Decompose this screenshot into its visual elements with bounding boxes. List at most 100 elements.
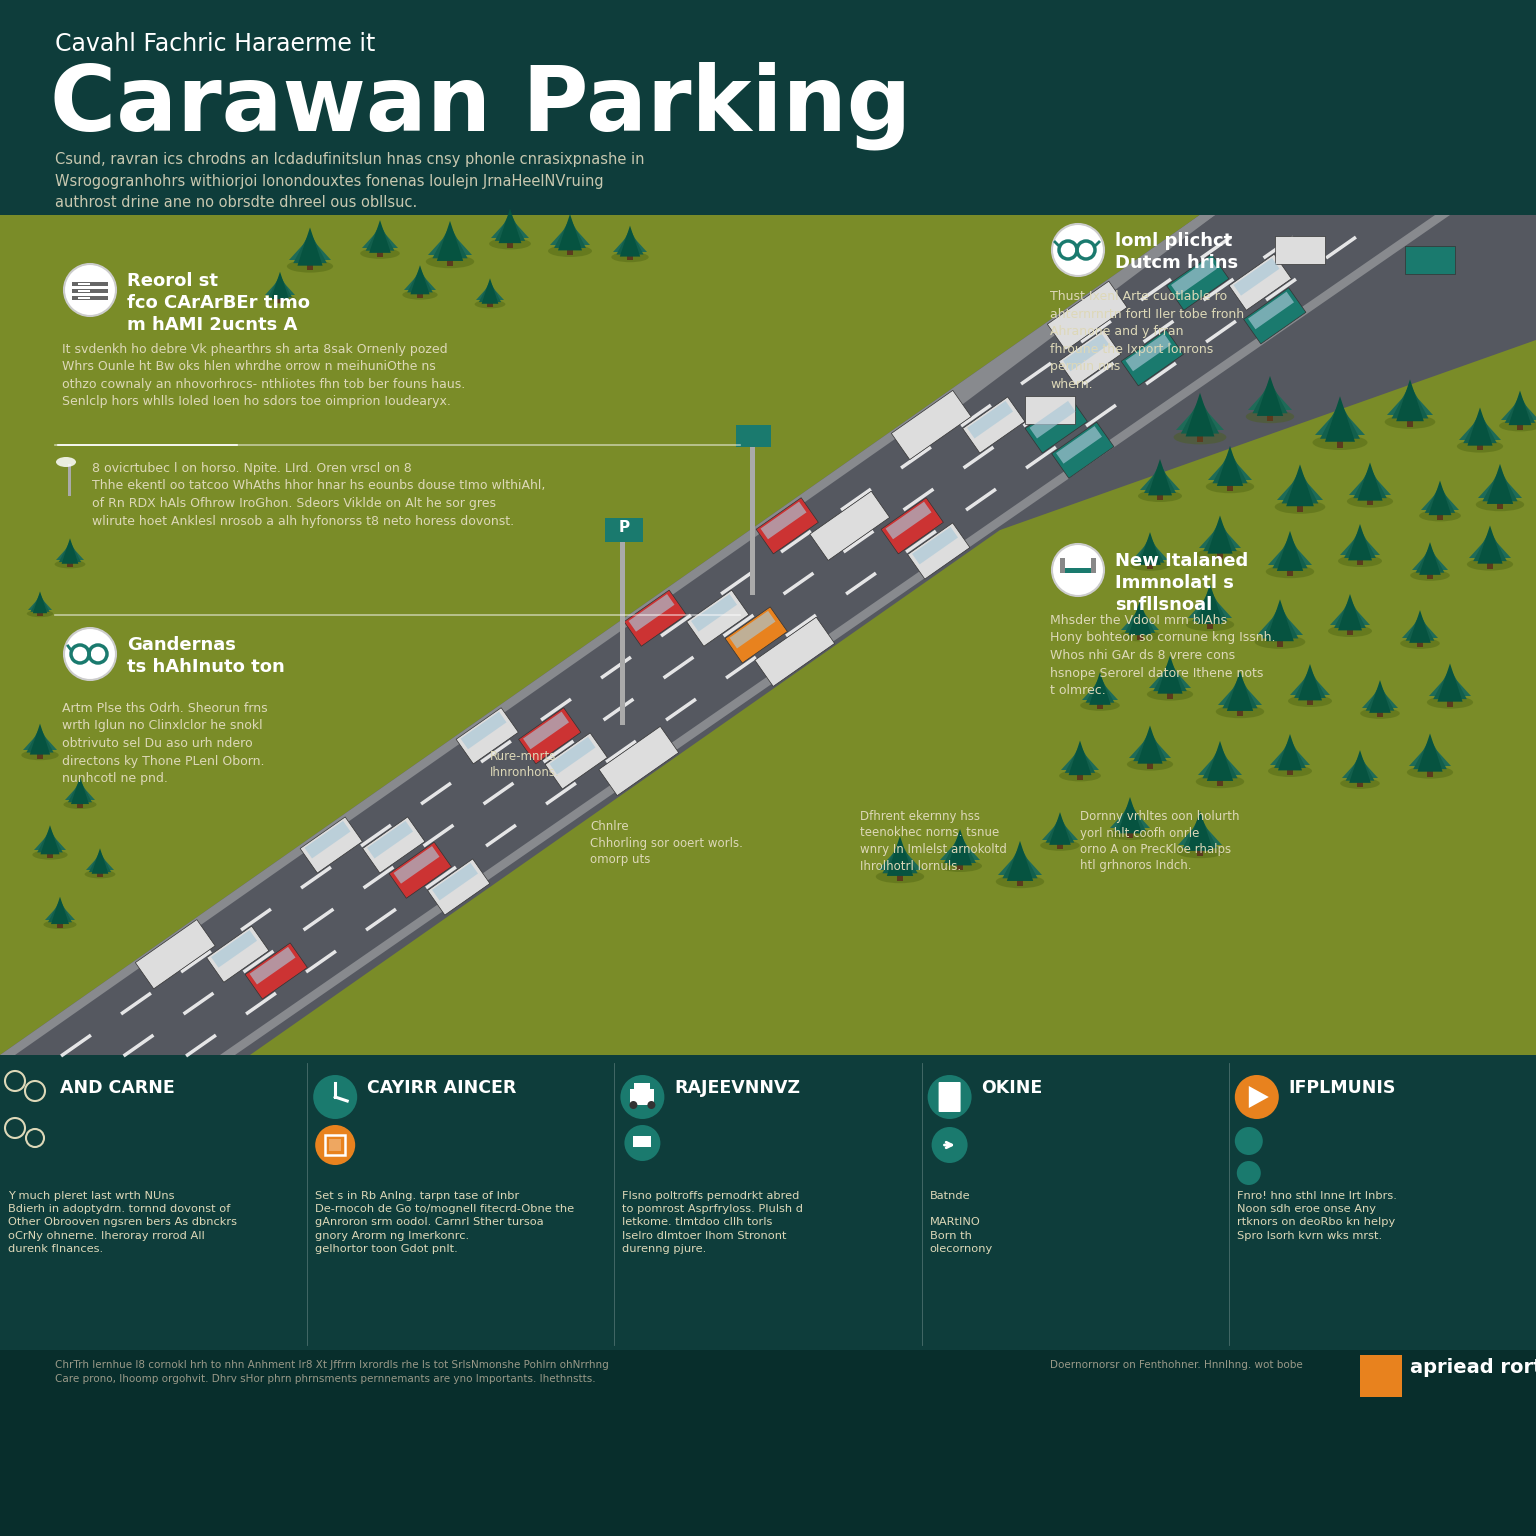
Bar [1418, 634, 1422, 647]
Polygon shape [1273, 737, 1306, 768]
Polygon shape [479, 281, 501, 303]
Bar [1127, 823, 1134, 839]
Circle shape [630, 1101, 637, 1109]
Polygon shape [135, 920, 215, 989]
Ellipse shape [488, 238, 531, 249]
Polygon shape [1200, 215, 1536, 339]
Polygon shape [613, 233, 647, 252]
Bar [1207, 613, 1213, 630]
Text: Csund, ravran ics chrodns an Icdadufinitslun hnas cnsy phonle cnrasixpnashe in
W: Csund, ravran ics chrodns an Icdadufinit… [55, 152, 645, 210]
Bar [97, 868, 103, 877]
Ellipse shape [55, 561, 86, 568]
Polygon shape [1438, 664, 1462, 702]
Text: Chnlre
Chhorling sor ooert worls.
omorp uts: Chnlre Chhorling sor ooert worls. omorp … [590, 820, 743, 866]
Polygon shape [1049, 813, 1071, 845]
Polygon shape [65, 783, 95, 800]
Polygon shape [432, 863, 478, 900]
Text: Flsno poltroffs pernodrkt abred
to pomrost Asprfryloss. Plulsh d
letkome. tlmtdo: Flsno poltroffs pernodrkt abred to pomro… [622, 1190, 803, 1253]
Polygon shape [58, 541, 81, 562]
Text: AND CARNE: AND CARNE [60, 1078, 175, 1097]
Polygon shape [270, 272, 289, 300]
Polygon shape [1134, 730, 1167, 762]
Polygon shape [1052, 422, 1114, 478]
Polygon shape [207, 926, 269, 982]
Polygon shape [1346, 754, 1375, 780]
Text: Doernornorsr on Fenthohner. Hnnlhng. wot bobe: Doernornorsr on Fenthohner. Hnnlhng. wot… [1051, 1359, 1303, 1370]
Polygon shape [1025, 396, 1087, 453]
Circle shape [621, 1075, 665, 1120]
Polygon shape [1425, 484, 1455, 513]
Polygon shape [1369, 680, 1390, 713]
Polygon shape [1366, 684, 1395, 711]
Polygon shape [1114, 800, 1146, 831]
Bar [1427, 762, 1433, 777]
Polygon shape [912, 527, 958, 564]
Ellipse shape [32, 849, 68, 860]
Circle shape [315, 1124, 355, 1164]
Polygon shape [1298, 664, 1322, 700]
Polygon shape [1223, 676, 1258, 708]
Bar [567, 241, 573, 255]
Polygon shape [1177, 404, 1224, 430]
Ellipse shape [1147, 688, 1193, 700]
Polygon shape [61, 538, 78, 564]
Polygon shape [1181, 398, 1220, 433]
Bar [1478, 436, 1482, 450]
Polygon shape [1412, 550, 1448, 570]
Ellipse shape [287, 260, 333, 272]
Polygon shape [1187, 594, 1232, 617]
Polygon shape [410, 266, 430, 295]
Polygon shape [1276, 475, 1322, 501]
Ellipse shape [1197, 548, 1243, 561]
Text: Gandernas
ts hAhInuto ton: Gandernas ts hAhInuto ton [127, 636, 284, 676]
Bar [1025, 396, 1075, 424]
Text: Carawan Parking: Carawan Parking [51, 61, 911, 151]
Text: CAYIRR AINCER: CAYIRR AINCER [367, 1078, 516, 1097]
Polygon shape [32, 591, 48, 613]
Polygon shape [78, 630, 101, 653]
Polygon shape [1505, 395, 1534, 422]
Bar [627, 249, 633, 261]
Text: Batnde

MARtINO
Born th
olecornony: Batnde MARtINO Born th olecornony [929, 1190, 992, 1253]
Polygon shape [48, 900, 72, 922]
Ellipse shape [1458, 439, 1504, 453]
Ellipse shape [1499, 419, 1536, 432]
Polygon shape [1170, 258, 1217, 295]
Ellipse shape [1361, 708, 1399, 719]
Polygon shape [433, 226, 467, 258]
Bar [78, 283, 91, 286]
Polygon shape [31, 594, 49, 611]
Circle shape [625, 1124, 660, 1161]
Polygon shape [1286, 464, 1313, 507]
Polygon shape [687, 590, 750, 647]
Polygon shape [427, 859, 490, 915]
Polygon shape [1081, 680, 1118, 700]
Circle shape [932, 1127, 968, 1163]
Ellipse shape [1467, 558, 1513, 570]
Polygon shape [1167, 253, 1229, 310]
Ellipse shape [938, 860, 982, 872]
Text: Set s in Rb Anlng. tarpn tase of Inbr
De-rnocoh de Go to/mognell fitecrd-Obne th: Set s in Rb Anlng. tarpn tase of Inbr De… [315, 1190, 574, 1253]
Polygon shape [1140, 531, 1161, 565]
Polygon shape [756, 498, 819, 554]
Polygon shape [998, 851, 1041, 876]
Polygon shape [1261, 604, 1298, 639]
Circle shape [647, 1101, 656, 1109]
Polygon shape [220, 215, 1450, 1055]
Ellipse shape [1060, 770, 1101, 782]
Text: IFPLMUNIS: IFPLMUNIS [1289, 1078, 1396, 1097]
Polygon shape [1252, 381, 1287, 413]
Ellipse shape [63, 800, 97, 809]
Bar [326, 1135, 346, 1155]
Polygon shape [1487, 464, 1513, 504]
Bar [630, 1089, 654, 1104]
Polygon shape [545, 733, 607, 790]
Bar [276, 292, 283, 303]
Polygon shape [210, 931, 257, 968]
Text: Dornny vrhltes oon holurth
yorl nhlt coofh onrle
orno A on PrecKloe rhalps
htl g: Dornny vrhltes oon holurth yorl nhlt coo… [1080, 809, 1240, 872]
Polygon shape [1419, 542, 1441, 574]
Ellipse shape [55, 458, 75, 467]
Bar [0, 1350, 1536, 1536]
Text: Dfhrent ekernny hss
teenokhec norns. tsnue
wnry In Imlelst arnokoltd
Ihrolhotrl : Dfhrent ekernny hss teenokhec norns. tsn… [860, 809, 1008, 872]
Bar [1236, 700, 1243, 716]
